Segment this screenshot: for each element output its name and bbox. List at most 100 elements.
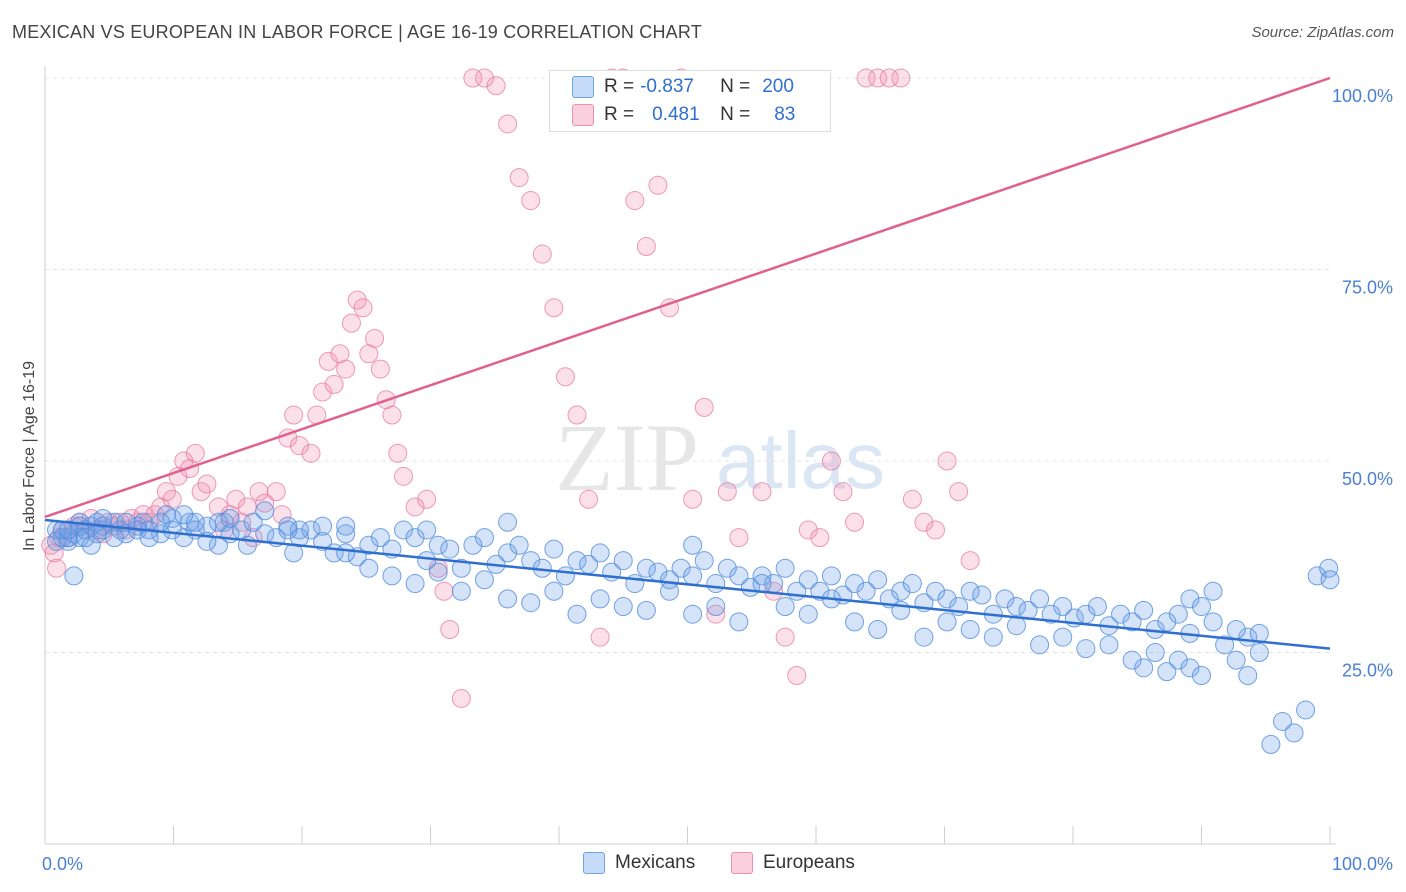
mexican-point bbox=[214, 512, 234, 532]
mexican-point bbox=[1006, 616, 1026, 636]
mexican-point bbox=[902, 574, 922, 594]
bottom-legend-mexicans: Mexicans bbox=[583, 850, 695, 876]
mexican-point bbox=[255, 501, 275, 521]
european-point bbox=[891, 68, 911, 88]
trend-lines bbox=[44, 76, 1331, 650]
european-point bbox=[370, 359, 390, 379]
bottom-swatch-europeans bbox=[731, 852, 753, 874]
mexican-point bbox=[394, 520, 414, 540]
european-point bbox=[301, 443, 321, 463]
mexican-point bbox=[104, 528, 124, 548]
mexican-point bbox=[937, 612, 957, 632]
european-point bbox=[156, 482, 176, 502]
x-tick-labels: 0.0% 100.0% bbox=[42, 854, 1393, 874]
european-point bbox=[47, 558, 67, 578]
mexican-point bbox=[370, 528, 390, 548]
mexican-point bbox=[428, 562, 448, 582]
legend-r-value: 0.481 bbox=[652, 104, 700, 125]
mexican-point bbox=[891, 581, 911, 601]
european-point bbox=[226, 489, 246, 509]
mexican-point bbox=[208, 512, 228, 532]
mexican-point bbox=[1192, 597, 1211, 617]
mexican-point bbox=[220, 508, 240, 528]
european-point bbox=[486, 76, 506, 96]
mexican-point bbox=[706, 597, 726, 617]
european-point bbox=[405, 497, 425, 517]
mexican-point bbox=[1192, 665, 1211, 685]
mexican-point bbox=[1006, 597, 1026, 617]
mexican-point bbox=[151, 524, 171, 544]
mexican-point bbox=[1272, 711, 1292, 731]
mexican-point bbox=[1249, 643, 1269, 662]
mexican-point bbox=[1307, 566, 1327, 586]
mexican-point bbox=[590, 589, 610, 609]
european-point bbox=[926, 520, 946, 540]
mexican-point bbox=[1122, 650, 1142, 670]
mexican-point bbox=[87, 524, 107, 544]
european-point bbox=[833, 482, 853, 502]
mexican-point bbox=[75, 528, 95, 548]
european-point bbox=[787, 665, 807, 685]
mexican-point bbox=[498, 589, 518, 609]
mexican-point bbox=[636, 600, 656, 620]
european-point bbox=[44, 543, 64, 563]
mexican-point bbox=[278, 520, 298, 540]
mexican-point bbox=[139, 528, 159, 548]
european-point bbox=[249, 482, 269, 502]
mexican-point bbox=[1226, 620, 1246, 640]
axes bbox=[44, 66, 1336, 845]
european-point bbox=[775, 627, 795, 647]
european-point bbox=[798, 520, 818, 540]
x-tick-label: 0.0% bbox=[42, 854, 83, 874]
mexican-point bbox=[775, 558, 795, 578]
mexican-point bbox=[1168, 650, 1188, 670]
legend-n-value: 200 bbox=[762, 76, 794, 97]
mexican-point bbox=[1215, 635, 1235, 655]
mexican-point bbox=[47, 531, 67, 551]
mexican-point bbox=[301, 520, 321, 540]
mexican-point bbox=[498, 512, 518, 532]
mexican-point bbox=[1076, 639, 1096, 659]
european-point bbox=[856, 68, 876, 88]
legend-row-europeans: R = 0.481 N = 83 bbox=[572, 103, 795, 127]
mexican-point bbox=[1238, 665, 1258, 685]
mexican-point bbox=[660, 581, 680, 601]
european-point bbox=[845, 512, 865, 532]
european-point bbox=[440, 620, 460, 640]
european-point bbox=[590, 627, 610, 647]
mexican-point bbox=[417, 551, 437, 571]
mexican-point bbox=[671, 558, 691, 578]
bottom-legend-label-europeans: Europeans bbox=[763, 852, 855, 873]
mexican-point bbox=[1134, 600, 1154, 620]
european-point bbox=[347, 290, 367, 310]
mexican-point bbox=[509, 535, 529, 555]
mexican-point bbox=[1134, 658, 1154, 678]
mexican-point bbox=[336, 516, 356, 536]
x-tick-label: 100.0% bbox=[1332, 854, 1393, 874]
european-point bbox=[498, 114, 518, 134]
european-point bbox=[694, 397, 714, 417]
european-point bbox=[544, 298, 564, 318]
watermark-zip: ZIP bbox=[555, 404, 699, 511]
european-point bbox=[318, 351, 338, 371]
european-point bbox=[532, 244, 552, 264]
mexicans-trend-line bbox=[44, 518, 1331, 650]
mexican-point bbox=[1053, 627, 1073, 647]
european-point bbox=[914, 512, 934, 532]
bottom-swatch-mexicans bbox=[583, 852, 605, 874]
legend-swatch-mexicans bbox=[572, 76, 594, 98]
mexican-point bbox=[313, 516, 333, 536]
european-point bbox=[463, 68, 483, 88]
european-point bbox=[289, 436, 309, 456]
mexican-point bbox=[498, 543, 518, 563]
european-point bbox=[434, 581, 454, 601]
source-label: Source: ZipAtlas.com bbox=[1251, 24, 1394, 41]
mexican-point bbox=[1041, 604, 1061, 624]
legend-r-label: R = bbox=[604, 76, 635, 97]
mexican-point bbox=[729, 566, 749, 586]
mexican-point bbox=[1030, 635, 1050, 655]
mexican-point bbox=[995, 589, 1015, 609]
mexican-point bbox=[64, 566, 84, 586]
european-point bbox=[474, 68, 494, 88]
mexican-point bbox=[798, 570, 818, 590]
